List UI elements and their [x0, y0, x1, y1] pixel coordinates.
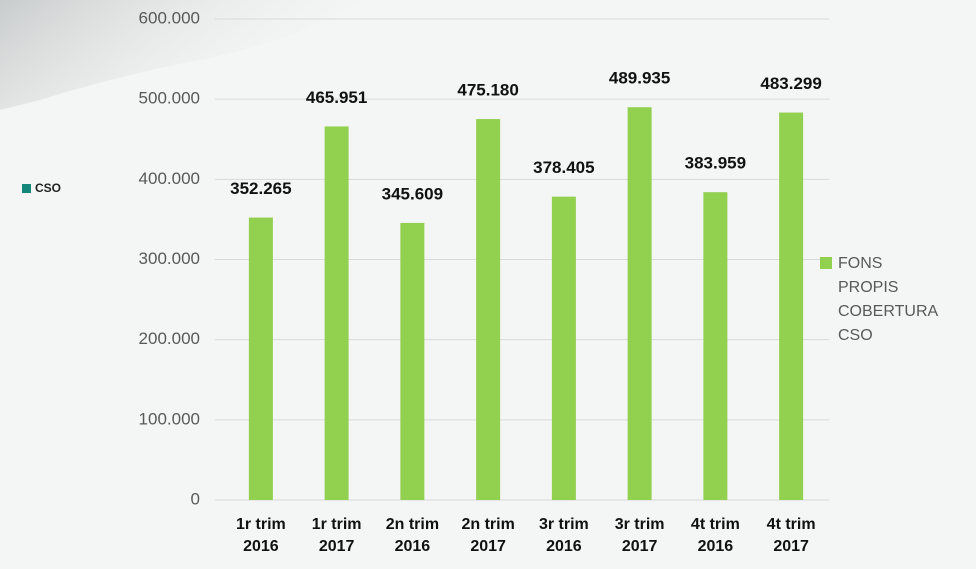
value-label: 345.609 [382, 184, 443, 203]
value-label: 489.935 [609, 69, 670, 88]
bar [476, 119, 501, 501]
value-label: 352.265 [230, 179, 291, 198]
value-label: 483.299 [760, 74, 821, 93]
y-tick-label: 0 [191, 489, 200, 508]
x-tick-label: 3r trim 2017 [614, 516, 665, 555]
value-label: 378.405 [533, 158, 594, 177]
bar [400, 222, 425, 501]
bar [248, 217, 273, 500]
side-label-swatch [22, 184, 31, 193]
legend-swatch [820, 257, 832, 269]
y-tick-label: 600.000 [139, 8, 200, 27]
y-tick-label: 400.000 [139, 169, 200, 188]
y-tick-label: 500.000 [139, 89, 200, 108]
y-tick-label: 100.000 [139, 409, 200, 428]
bar [551, 196, 576, 500]
legend-label: FONS PROPIS COBERTURA CSO [838, 255, 938, 344]
bar [627, 107, 652, 500]
side-label: CSO [35, 181, 62, 195]
x-tick-label: 2n trim 2016 [385, 516, 440, 555]
value-label: 465.951 [306, 88, 367, 107]
x-tick-label: 3r trim 2016 [538, 516, 589, 555]
x-tick-label: 1r trim 2016 [235, 516, 286, 555]
bar [324, 126, 349, 500]
value-label: 475.180 [457, 81, 518, 100]
value-label: 383.959 [685, 154, 746, 173]
bar [703, 192, 728, 500]
x-tick-label: 1r trim 2017 [311, 516, 362, 555]
bar [779, 112, 804, 500]
background-shape [0, 0, 360, 110]
y-tick-label: 200.000 [139, 329, 200, 348]
x-tick-label: 4t trim 2017 [766, 516, 816, 555]
x-tick-label: 2n trim 2017 [461, 516, 515, 555]
x-tick-label: 4t trim 2016 [690, 516, 740, 555]
y-tick-label: 300.000 [139, 249, 200, 268]
